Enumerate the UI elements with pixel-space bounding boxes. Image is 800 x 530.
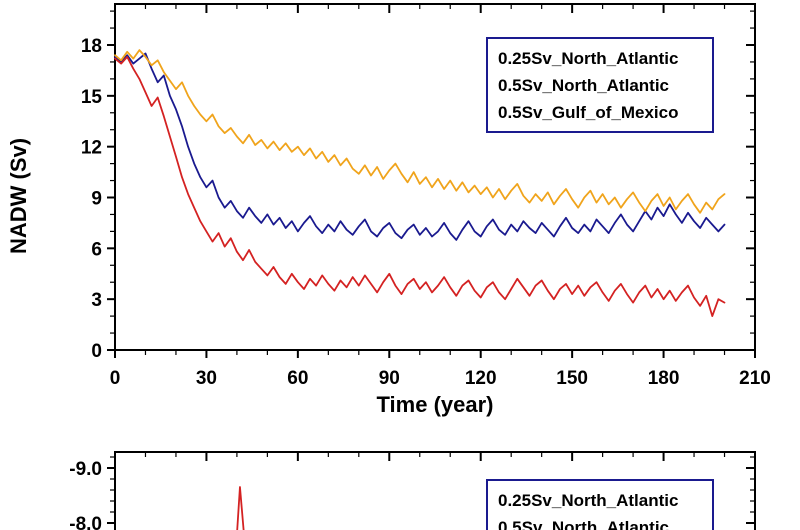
legend-box [486,37,714,133]
bottom-chart-ticks [107,452,756,524]
top-chart-frame [114,3,756,351]
series-line-0.5Sv_North_Atlantic [114,56,726,318]
legend-box [486,479,714,530]
top-chart-series-lines [114,49,726,318]
legend-entry-025sv-north-atlantic: 0.25Sv_North_Atlantic [498,49,678,68]
y-tick-label: 12 [81,138,102,159]
x-tick-label: 120 [465,368,497,389]
y-tick-label: 0 [91,341,102,362]
y-tick-label: -9.0 [69,459,102,480]
top-chart-tick-labels: 0 30 60 90 120 150 180 210 0 3 6 9 12 15 18 [81,36,771,389]
x-tick-label: 150 [556,368,588,389]
x-tick-label: 30 [196,368,217,389]
series-line-0.5Sv_Gulf_of_Mexico [114,49,726,214]
bottom-chart-panel: -9.0 -8.0 0.25Sv_North_Atlantic 0.5Sv_Nor… [69,451,756,530]
y-tick-label: -8.0 [69,514,102,530]
x-tick-label: 210 [739,368,771,389]
y-tick-label: 6 [91,239,102,260]
y-tick-label: 3 [91,290,102,311]
x-tick-label: 60 [287,368,308,389]
bottom-chart-tick-labels: -9.0 -8.0 [69,459,102,530]
bottom-chart-legend: 0.25Sv_North_Atlantic 0.5Sv_North_Atlant… [486,479,714,530]
y-axis-title: NADW (Sv) [6,138,31,254]
top-chart-legend: 0.25Sv_North_Atlantic 0.5Sv_North_Atlant… [486,37,714,133]
bottom-chart-series-lines [236,486,245,530]
x-axis-title: Time (year) [377,392,494,417]
x-tick-label: 90 [379,368,400,389]
x-tick-label: 180 [648,368,680,389]
x-tick-label: 0 [110,368,121,389]
legend-entry-05sv-north-atlantic: 0.5Sv_North_Atlantic [498,518,669,530]
top-chart-ticks [107,4,756,358]
series-line-0.25Sv_North_Atlantic [114,52,726,241]
legend-entry-025sv-north-atlantic: 0.25Sv_North_Atlantic [498,491,678,510]
y-tick-label: 18 [81,36,102,57]
legend-entry-05sv-gulf-of-mexico: 0.5Sv_Gulf_of_Mexico [498,103,678,122]
y-tick-label: 9 [91,189,102,210]
y-tick-label: 15 [81,87,103,108]
legend-entry-05sv-north-atlantic: 0.5Sv_North_Atlantic [498,76,669,95]
red-series-spike [236,486,245,530]
